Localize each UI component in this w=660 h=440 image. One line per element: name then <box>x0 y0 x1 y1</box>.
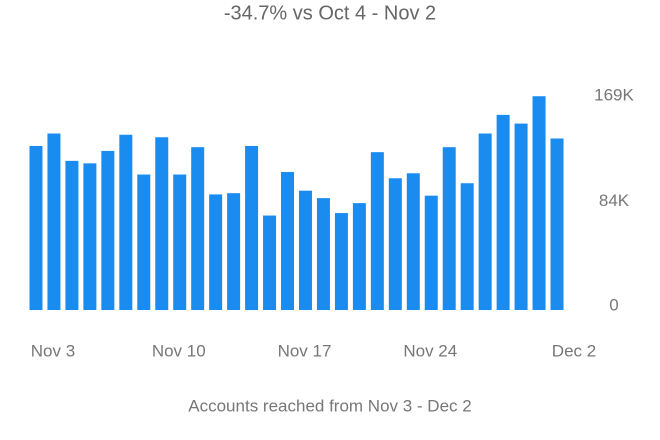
bar <box>209 194 223 310</box>
bar <box>442 147 456 310</box>
bar <box>263 215 277 310</box>
y-tick-label: 0 <box>609 295 618 314</box>
bar <box>316 198 330 310</box>
x-tick-label: Nov 3 <box>31 341 75 360</box>
x-tick-label: Nov 17 <box>278 341 332 360</box>
y-tick-label: 84K <box>599 191 630 210</box>
bar <box>424 195 438 310</box>
bar <box>514 123 528 310</box>
bar <box>496 114 510 310</box>
bar <box>155 137 169 310</box>
bar <box>281 172 295 310</box>
bar <box>334 213 348 310</box>
chart-title: -34.7% vs Oct 4 - Nov 2 <box>224 2 436 24</box>
bar <box>29 145 43 310</box>
x-tick-label: Dec 2 <box>552 341 596 360</box>
x-tick-label: Nov 10 <box>152 341 206 360</box>
bar <box>478 133 492 310</box>
chart-caption: Accounts reached from Nov 3 - Dec 2 <box>188 396 471 415</box>
bar <box>298 190 312 310</box>
bar <box>47 133 61 310</box>
bar <box>245 145 259 310</box>
bar <box>227 193 241 310</box>
y-tick-label: 169K <box>594 85 634 104</box>
bar <box>550 138 564 310</box>
bar <box>532 96 546 310</box>
bar <box>191 147 205 310</box>
bar <box>352 203 366 310</box>
bar <box>370 152 384 310</box>
bar <box>173 174 187 310</box>
x-tick-label: Nov 24 <box>403 341 457 360</box>
bar <box>119 134 133 310</box>
bar <box>460 183 474 310</box>
bar <box>65 160 79 310</box>
bar <box>137 174 151 310</box>
bar <box>406 173 420 310</box>
bar <box>83 163 97 310</box>
bar <box>101 150 115 310</box>
bar <box>388 178 402 310</box>
